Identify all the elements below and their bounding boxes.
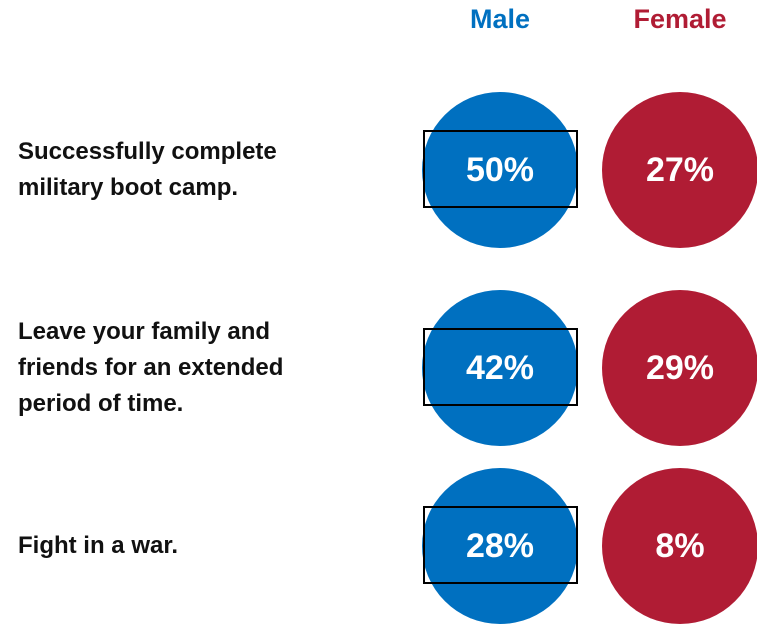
value-label: 8% <box>655 526 705 565</box>
highlight-box <box>423 506 578 584</box>
highlight-box <box>423 328 578 406</box>
value-label: 27% <box>645 150 715 189</box>
value-circle: 42% <box>422 290 578 446</box>
value-circle: 28% <box>422 468 578 624</box>
highlight-box <box>423 130 578 208</box>
value-circle: 8% <box>602 468 757 624</box>
row-label: Successfully complete military boot camp… <box>18 138 277 201</box>
value-circle: 50% <box>422 92 578 248</box>
value-label: 42% <box>465 348 535 387</box>
value-circle: 27% <box>602 92 757 248</box>
row-label: Fight in a war. <box>18 532 179 559</box>
value-label: 29% <box>645 348 715 387</box>
legend-label: Male <box>469 4 531 34</box>
value-label: 50% <box>465 150 535 189</box>
legend-label: Female <box>633 4 727 34</box>
row-label: Leave your family and friends for an ext… <box>18 318 284 417</box>
value-circle: 29% <box>602 290 757 446</box>
value-label: 28% <box>465 526 535 565</box>
